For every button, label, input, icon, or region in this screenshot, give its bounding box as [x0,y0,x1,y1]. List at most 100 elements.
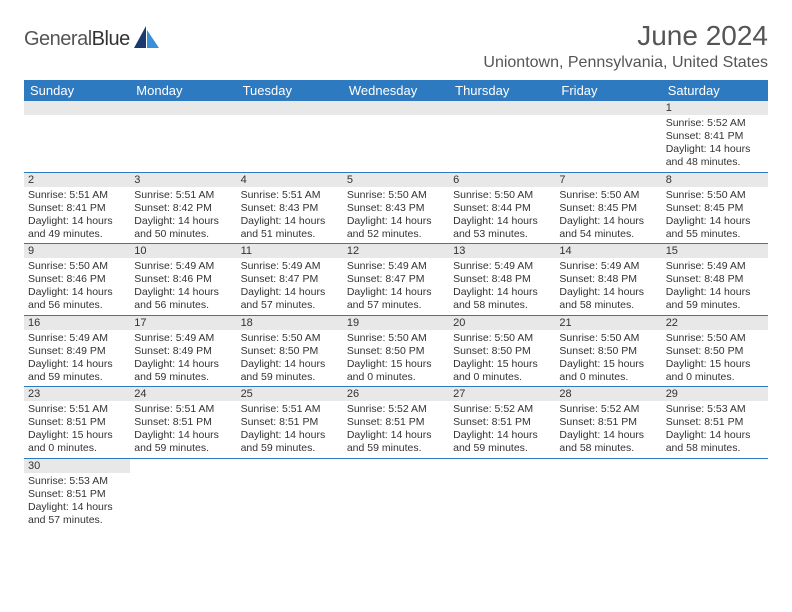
calendar-cell: 26Sunrise: 5:52 AMSunset: 8:51 PMDayligh… [343,387,449,459]
calendar-cell-empty [130,101,236,172]
day-content: Sunrise: 5:53 AMSunset: 8:51 PMDaylight:… [662,401,768,458]
day-content: Sunrise: 5:52 AMSunset: 8:51 PMDaylight:… [555,401,661,458]
day-content: Sunrise: 5:51 AMSunset: 8:51 PMDaylight:… [130,401,236,458]
day-number: 26 [343,387,449,401]
day-content: Sunrise: 5:51 AMSunset: 8:43 PMDaylight:… [237,187,343,244]
calendar-cell-empty [343,458,449,529]
day-number: 24 [130,387,236,401]
calendar-row: 2Sunrise: 5:51 AMSunset: 8:41 PMDaylight… [24,172,768,244]
calendar-cell: 5Sunrise: 5:50 AMSunset: 8:43 PMDaylight… [343,172,449,244]
calendar-cell: 18Sunrise: 5:50 AMSunset: 8:50 PMDayligh… [237,315,343,387]
day-number: 19 [343,316,449,330]
logo-text: GeneralBlue [24,28,130,51]
calendar-cell: 24Sunrise: 5:51 AMSunset: 8:51 PMDayligh… [130,387,236,459]
calendar-cell: 27Sunrise: 5:52 AMSunset: 8:51 PMDayligh… [449,387,555,459]
day-content: Sunrise: 5:51 AMSunset: 8:51 PMDaylight:… [237,401,343,458]
calendar-cell: 4Sunrise: 5:51 AMSunset: 8:43 PMDaylight… [237,172,343,244]
day-number-empty [237,101,343,115]
calendar-row: 16Sunrise: 5:49 AMSunset: 8:49 PMDayligh… [24,315,768,387]
day-number: 29 [662,387,768,401]
day-number-empty [130,101,236,115]
day-number: 21 [555,316,661,330]
calendar-cell: 28Sunrise: 5:52 AMSunset: 8:51 PMDayligh… [555,387,661,459]
calendar-cell: 8Sunrise: 5:50 AMSunset: 8:45 PMDaylight… [662,172,768,244]
calendar-cell: 2Sunrise: 5:51 AMSunset: 8:41 PMDaylight… [24,172,130,244]
calendar-cell: 20Sunrise: 5:50 AMSunset: 8:50 PMDayligh… [449,315,555,387]
day-content: Sunrise: 5:50 AMSunset: 8:44 PMDaylight:… [449,187,555,244]
calendar-cell-empty [555,101,661,172]
day-number: 8 [662,173,768,187]
day-number: 20 [449,316,555,330]
day-content: Sunrise: 5:49 AMSunset: 8:46 PMDaylight:… [130,258,236,315]
calendar-cell-empty [449,458,555,529]
day-number-empty [343,101,449,115]
day-number: 1 [662,101,768,115]
calendar-cell-empty [662,458,768,529]
day-content: Sunrise: 5:52 AMSunset: 8:41 PMDaylight:… [662,115,768,172]
weekday-header: Monday [130,80,236,101]
day-number: 22 [662,316,768,330]
day-content: Sunrise: 5:52 AMSunset: 8:51 PMDaylight:… [449,401,555,458]
calendar-cell: 23Sunrise: 5:51 AMSunset: 8:51 PMDayligh… [24,387,130,459]
day-number-empty [449,101,555,115]
day-number: 17 [130,316,236,330]
calendar-cell: 14Sunrise: 5:49 AMSunset: 8:48 PMDayligh… [555,244,661,316]
calendar-cell: 29Sunrise: 5:53 AMSunset: 8:51 PMDayligh… [662,387,768,459]
day-content: Sunrise: 5:50 AMSunset: 8:46 PMDaylight:… [24,258,130,315]
calendar-cell: 7Sunrise: 5:50 AMSunset: 8:45 PMDaylight… [555,172,661,244]
calendar-cell: 15Sunrise: 5:49 AMSunset: 8:48 PMDayligh… [662,244,768,316]
calendar-cell-empty [24,101,130,172]
day-number: 7 [555,173,661,187]
day-content: Sunrise: 5:49 AMSunset: 8:49 PMDaylight:… [130,330,236,387]
day-content: Sunrise: 5:50 AMSunset: 8:50 PMDaylight:… [662,330,768,387]
calendar-cell: 10Sunrise: 5:49 AMSunset: 8:46 PMDayligh… [130,244,236,316]
day-number: 16 [24,316,130,330]
day-content: Sunrise: 5:50 AMSunset: 8:50 PMDaylight:… [555,330,661,387]
calendar-row: 9Sunrise: 5:50 AMSunset: 8:46 PMDaylight… [24,244,768,316]
weekday-header: Tuesday [237,80,343,101]
calendar-cell-empty [237,458,343,529]
calendar-cell: 12Sunrise: 5:49 AMSunset: 8:47 PMDayligh… [343,244,449,316]
day-number: 30 [24,459,130,473]
weekday-header: Sunday [24,80,130,101]
day-content: Sunrise: 5:50 AMSunset: 8:50 PMDaylight:… [343,330,449,387]
calendar-cell: 17Sunrise: 5:49 AMSunset: 8:49 PMDayligh… [130,315,236,387]
calendar-cell-empty [237,101,343,172]
calendar-cell-empty [130,458,236,529]
day-number: 2 [24,173,130,187]
day-number: 25 [237,387,343,401]
day-content: Sunrise: 5:52 AMSunset: 8:51 PMDaylight:… [343,401,449,458]
day-number-empty [555,101,661,115]
day-number: 12 [343,244,449,258]
day-number: 27 [449,387,555,401]
day-content: Sunrise: 5:51 AMSunset: 8:41 PMDaylight:… [24,187,130,244]
calendar-cell: 16Sunrise: 5:49 AMSunset: 8:49 PMDayligh… [24,315,130,387]
calendar-cell: 11Sunrise: 5:49 AMSunset: 8:47 PMDayligh… [237,244,343,316]
page-header: GeneralBlue June 2024 Uniontown, Pennsyl… [24,20,768,72]
day-content: Sunrise: 5:53 AMSunset: 8:51 PMDaylight:… [24,473,130,530]
weekday-header: Friday [555,80,661,101]
logo: GeneralBlue [24,26,160,53]
day-number: 23 [24,387,130,401]
day-number: 14 [555,244,661,258]
location: Uniontown, Pennsylvania, United States [483,54,768,72]
weekday-header-row: SundayMondayTuesdayWednesdayThursdayFrid… [24,80,768,101]
calendar-cell: 22Sunrise: 5:50 AMSunset: 8:50 PMDayligh… [662,315,768,387]
day-number: 10 [130,244,236,258]
calendar-cell: 21Sunrise: 5:50 AMSunset: 8:50 PMDayligh… [555,315,661,387]
day-number: 15 [662,244,768,258]
calendar-cell-empty [555,458,661,529]
day-number: 4 [237,173,343,187]
weekday-header: Thursday [449,80,555,101]
calendar-row: 1Sunrise: 5:52 AMSunset: 8:41 PMDaylight… [24,101,768,172]
calendar-row: 30Sunrise: 5:53 AMSunset: 8:51 PMDayligh… [24,458,768,529]
calendar-page: GeneralBlue June 2024 Uniontown, Pennsyl… [0,0,792,549]
day-content: Sunrise: 5:49 AMSunset: 8:48 PMDaylight:… [662,258,768,315]
day-number: 9 [24,244,130,258]
weekday-header: Wednesday [343,80,449,101]
calendar-cell-empty [449,101,555,172]
day-content: Sunrise: 5:49 AMSunset: 8:48 PMDaylight:… [555,258,661,315]
day-content: Sunrise: 5:50 AMSunset: 8:50 PMDaylight:… [449,330,555,387]
calendar-cell: 6Sunrise: 5:50 AMSunset: 8:44 PMDaylight… [449,172,555,244]
day-content: Sunrise: 5:51 AMSunset: 8:51 PMDaylight:… [24,401,130,458]
